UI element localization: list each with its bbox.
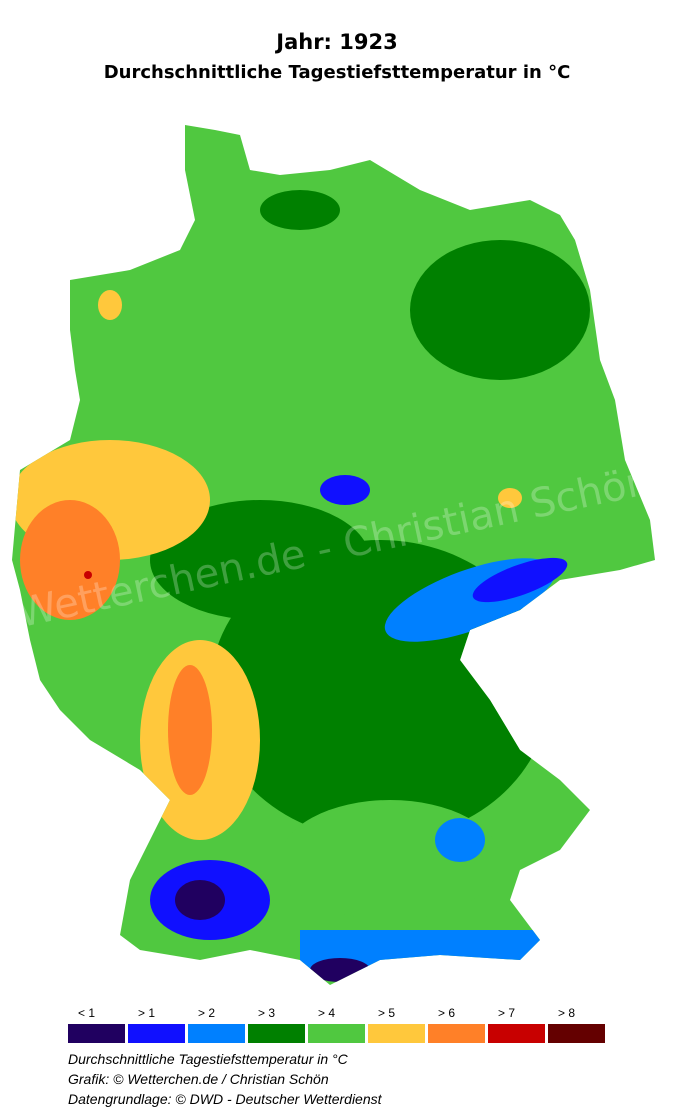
region-above-3 [410, 240, 590, 380]
region-above-2 [435, 818, 485, 862]
legend-label: > 3 [258, 1006, 276, 1020]
region-above-3 [150, 500, 370, 620]
legend-item: > 6 [428, 1006, 485, 1043]
region-above-3 [260, 190, 340, 230]
region-above-1 [320, 475, 370, 505]
map-subtitle: Durchschnittliche Tagestiefsttemperatur … [103, 62, 571, 83]
germany-temperature-map: Wetterchen.de - Christian Schön [12, 125, 655, 985]
legend-item: > 4 [308, 1006, 365, 1043]
legend-swatch [368, 1024, 425, 1043]
legend-label: > 7 [498, 1006, 516, 1020]
region-above-5 [98, 290, 122, 320]
region-above-5 [498, 488, 522, 508]
legend-swatch [248, 1024, 305, 1043]
region-above-7 [84, 571, 92, 579]
legend-item: > 7 [488, 1006, 545, 1043]
legend-item: > 3 [248, 1006, 305, 1043]
legend-item: < 1 [68, 1006, 125, 1043]
region-above-6 [168, 665, 212, 795]
region-below-1 [175, 880, 225, 920]
legend-label: > 5 [378, 1006, 396, 1020]
legend-swatch [188, 1024, 245, 1043]
legend-label: > 2 [198, 1006, 216, 1020]
region-above-1 [472, 557, 568, 603]
legend-label: > 1 [138, 1006, 156, 1020]
legend-item: > 8 [548, 1006, 605, 1043]
legend-swatch [428, 1024, 485, 1043]
region-below-1 [310, 958, 370, 982]
legend-swatch [488, 1024, 545, 1043]
region-above-6 [20, 500, 120, 620]
legend-label: > 8 [558, 1006, 576, 1020]
legend-item: > 2 [188, 1006, 245, 1043]
map-title: Jahr: 1923 [276, 30, 398, 54]
legend-label: > 6 [438, 1006, 456, 1020]
footer-credit: Grafik: © Wetterchen.de / Christian Schö… [68, 1071, 329, 1087]
legend-item: > 5 [368, 1006, 425, 1043]
legend-item: > 1 [128, 1006, 185, 1043]
legend-swatch [68, 1024, 125, 1043]
legend-swatch [128, 1024, 185, 1043]
footer-data-source: Datengrundlage: © DWD - Deutscher Wetter… [68, 1091, 382, 1107]
legend-label: > 4 [318, 1006, 336, 1020]
legend-swatch [548, 1024, 605, 1043]
legend-swatch [308, 1024, 365, 1043]
color-legend: < 1 > 1 > 2 > 3 > 4 > 5 > 6 > 7 > 8 [68, 1006, 605, 1043]
legend-label: < 1 [78, 1006, 96, 1020]
footer-description: Durchschnittliche Tagestiefsttemperatur … [68, 1051, 348, 1067]
